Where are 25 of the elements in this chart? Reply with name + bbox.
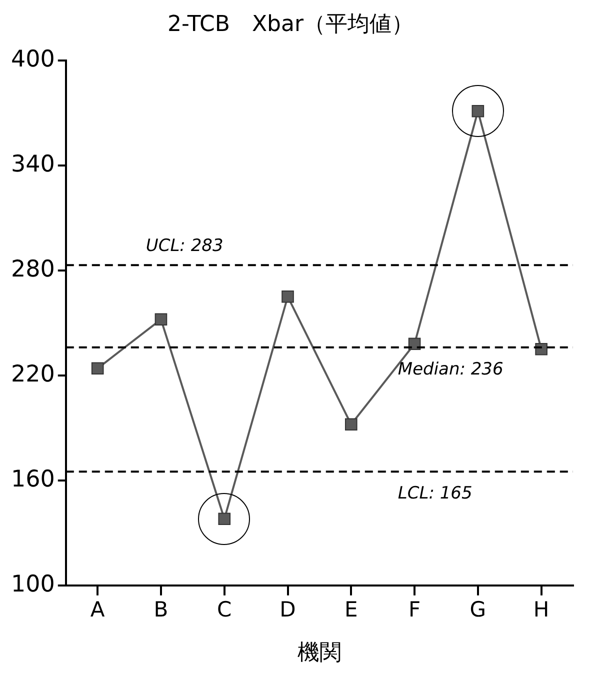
x-tick-label: F: [408, 597, 421, 622]
x-tick-label: B: [154, 597, 168, 622]
ref-line-label: Median: 236: [398, 359, 504, 380]
x-tick-label: A: [90, 597, 106, 622]
point: [282, 290, 294, 303]
y-tick-label: 220: [10, 361, 55, 388]
point: [535, 342, 548, 356]
x-tick-label: E: [344, 597, 358, 622]
point: [154, 313, 168, 326]
y-tick-label: 100: [10, 571, 55, 598]
point: [344, 418, 358, 431]
y-tick-label: 400: [10, 46, 55, 72]
y-tick-label: 280: [10, 256, 55, 282]
x-tick-label: D: [280, 597, 296, 622]
x-tick-label: H: [533, 597, 550, 622]
y-tick-label: 160: [10, 466, 55, 492]
ref-line-label: UCL: 283: [146, 236, 224, 256]
x-tick-label: C: [217, 597, 232, 622]
point: [91, 362, 104, 375]
x-tick-label: G: [470, 597, 486, 622]
ref-line-label: LCL: 165: [398, 484, 472, 504]
y-tick-label: 340: [10, 151, 55, 178]
point: [408, 338, 421, 350]
x-axis-title: 機関: [297, 640, 342, 666]
chart-title: 2-TCB Xbar（平均値）: [167, 12, 414, 37]
